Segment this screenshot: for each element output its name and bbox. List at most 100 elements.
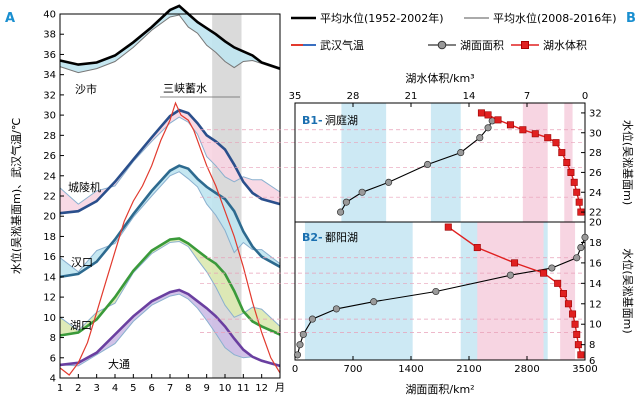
y-tick-label: 24: [43, 171, 56, 182]
b1-volume-point: [519, 126, 527, 134]
panel-a-ylabel: 水位(吴淞基面m)、武汉气温/℃: [9, 118, 23, 274]
b1-volume-point: [477, 109, 485, 117]
station-label: 汉口: [71, 256, 93, 269]
b2-volume-point: [444, 223, 452, 231]
y-tick-label: 32: [43, 90, 56, 101]
b1-area-point: [476, 134, 484, 142]
station-line-1952-2002: [59, 164, 281, 279]
b2-area-point: [577, 244, 585, 252]
y-tick-label: 8: [50, 333, 56, 344]
station-line-2008-2016: [59, 14, 281, 74]
b2-y-tick-label: 20: [589, 218, 602, 229]
station-line-1952-2002: [59, 288, 281, 368]
b1-area-point: [424, 160, 432, 169]
bottom-tick-label: 3500: [572, 364, 597, 375]
top-tick-label: 35: [289, 91, 302, 102]
station-label: 大通: [108, 357, 130, 371]
x-tick-label: 8: [185, 383, 191, 394]
b1-y-tick-label: 30: [589, 128, 602, 139]
bottom-axis-title: 湖面面积/km²: [405, 383, 474, 396]
b1-volume-point: [531, 130, 539, 138]
b1-y-tick-label: 24: [589, 188, 602, 199]
station-line-1952-2002: [59, 237, 281, 337]
x-tick-label: 月: [275, 382, 285, 394]
top-tick-label: 14: [463, 91, 476, 102]
b1-area-point: [342, 198, 350, 206]
b2-volume-point: [571, 320, 579, 328]
b2-y-tick-label: 14: [589, 279, 602, 290]
legend-temp: 武汉气温: [320, 38, 364, 52]
b1-volume-point: [544, 134, 552, 142]
b2-shade-area-low: [304, 222, 413, 360]
b2-volume-point: [577, 351, 585, 359]
b2-volume-point: [574, 341, 582, 349]
b2-area-point: [299, 330, 307, 338]
y-tick-label: 36: [43, 50, 56, 61]
b2-volume-point: [559, 290, 567, 298]
x-tick-label: 7: [167, 383, 173, 394]
x-tick-label: 11: [237, 383, 250, 394]
shaded-period-label: 三峡蓄水: [163, 81, 207, 95]
b2-volume-point: [511, 259, 519, 267]
x-tick-label: 9: [203, 383, 209, 394]
b1-volume-point: [573, 188, 581, 196]
b2-area-point: [548, 264, 556, 272]
bottom-tick-label: 2800: [514, 364, 539, 375]
b1-volume-point: [567, 168, 575, 176]
b2-volume-point: [573, 330, 581, 338]
b2-y-tick-label: 8: [589, 340, 595, 351]
x-tick-label: 2: [75, 383, 81, 394]
y-tick-label: 12: [43, 293, 56, 304]
bottom-tick-label: 2100: [456, 364, 481, 375]
y-tick-label: 6: [50, 353, 56, 364]
b1-area-point: [358, 188, 366, 196]
b2-volume-point: [569, 310, 577, 318]
b2-volume-point: [554, 279, 562, 287]
b1-title: 洞庭湖: [325, 113, 358, 127]
b1-y-tick-label: 26: [589, 168, 602, 179]
b2-shade-vol-a: [477, 222, 544, 360]
b2-title: 鄱阳湖: [325, 231, 358, 244]
y-tick-label: 10: [43, 313, 56, 324]
legend-area: 湖面面积: [460, 39, 504, 52]
y-tick-label: 14: [43, 272, 56, 283]
x-tick-label: 3: [93, 383, 99, 394]
legend-avg1: 平均水位(1952-2002年): [320, 11, 444, 25]
b2-ylabel: 水位(吴淞基面m): [621, 248, 635, 333]
panel-b-letter: B: [626, 11, 636, 26]
b1-volume-point: [484, 111, 492, 119]
b1-volume-point: [494, 116, 502, 124]
legend-swatch-area-dot: [437, 40, 447, 50]
b1-volume-point: [563, 159, 571, 167]
x-tick-label: 1: [57, 383, 63, 394]
y-tick-label: 20: [43, 212, 56, 223]
b1-y-tick-label: 28: [589, 148, 602, 159]
b2-area-point: [293, 351, 302, 359]
y-tick-label: 30: [43, 111, 56, 122]
b1-shade-vol-a: [522, 103, 548, 222]
top-tick-label: 21: [405, 91, 418, 102]
bottom-tick-label: 1400: [398, 364, 423, 375]
y-tick-label: 28: [43, 131, 56, 142]
x-tick-label: 5: [130, 383, 136, 394]
panel-a-letter: A: [5, 11, 15, 26]
wuhan-temp-line: [59, 101, 281, 376]
b2-volume-point: [540, 269, 548, 277]
top-tick-label: 0: [582, 91, 588, 102]
legend-volume: 湖水体积: [543, 38, 587, 52]
bottom-tick-label: 700: [343, 364, 362, 375]
b1-volume-point: [506, 121, 514, 129]
top-tick-label: 7: [524, 91, 530, 102]
b2-volume-point: [473, 244, 481, 252]
b1-ylabel: 水位(吴淞基面m): [621, 120, 635, 205]
b2-area-point: [506, 271, 514, 279]
station-line-2008-2016: [59, 293, 281, 367]
top-axis-title: 湖水体积/km³: [405, 71, 474, 85]
b1-y-tick-label: 22: [589, 208, 602, 219]
y-tick-label: 38: [43, 30, 56, 41]
y-tick-label: 34: [43, 70, 56, 81]
b2-volume-point: [564, 300, 572, 308]
b1-area-point: [457, 149, 465, 157]
b2-area-point: [432, 287, 440, 296]
